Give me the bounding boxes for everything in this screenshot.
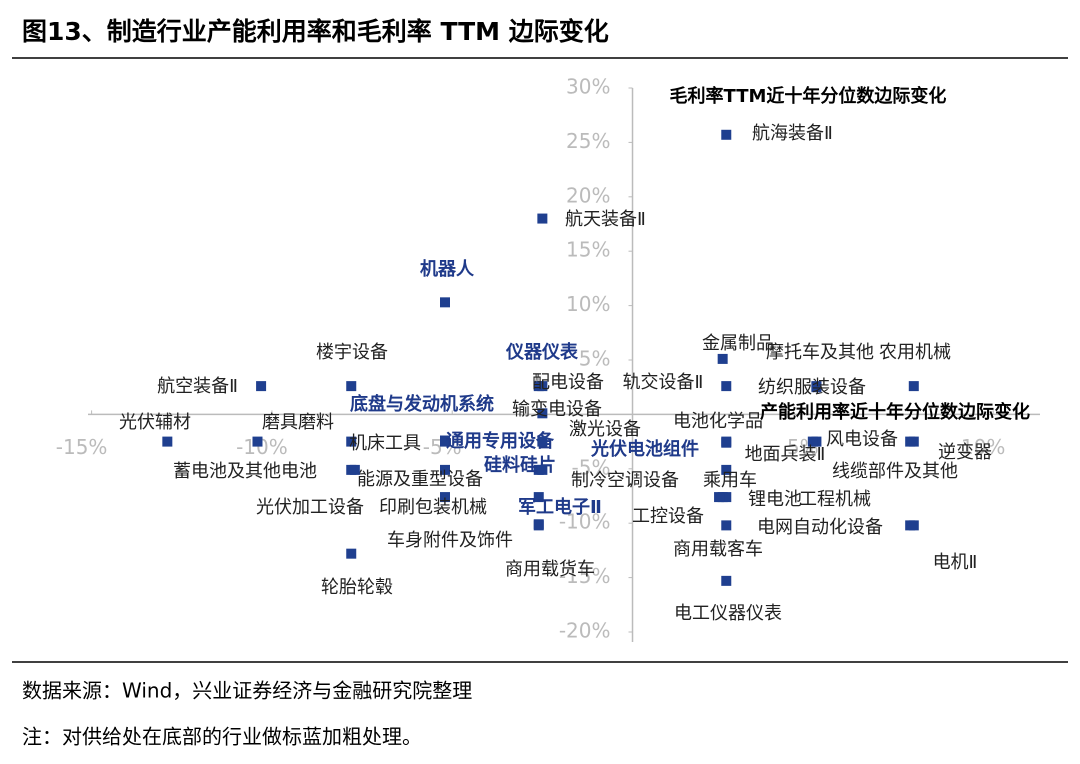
point <box>346 381 357 392</box>
point <box>905 520 916 531</box>
y-tick-label: 25% <box>566 129 610 153</box>
point <box>533 520 544 531</box>
point-label: 锂电池 <box>748 489 802 510</box>
point <box>537 408 548 419</box>
point <box>537 213 548 224</box>
point <box>721 381 732 392</box>
point <box>346 436 357 447</box>
point <box>908 381 919 392</box>
y-tick-label: -20% <box>559 619 611 643</box>
point <box>721 129 732 140</box>
point <box>256 381 267 392</box>
point-label: 光伏电池组件 <box>590 438 699 460</box>
point-label: 印刷包装机械 <box>379 497 487 518</box>
note: 注：对供给处在底部的行业做标蓝加粗处理。 <box>22 725 422 749</box>
point-label: 电工仪器仪表 <box>674 603 782 624</box>
point-label: 摩托车及其他 <box>766 342 874 363</box>
point-label: 电机Ⅱ <box>933 552 978 573</box>
point <box>440 436 450 447</box>
point-label: 航海装备Ⅱ <box>752 123 833 144</box>
point-label: 输变电设备 <box>512 399 602 420</box>
point-label: 纺织服装设备 <box>758 377 866 398</box>
y-tick-label: 20% <box>566 183 610 207</box>
point-label: 航空装备Ⅱ <box>157 376 238 397</box>
point-label: 车身附件及饰件 <box>387 530 513 551</box>
x-tick-label: 10% <box>961 435 1005 459</box>
point <box>714 492 725 503</box>
point-label: 制冷空调设备 <box>571 470 679 491</box>
point <box>162 436 173 447</box>
x-axis-label: 产能利用率近十年分位数边际变化 <box>760 401 1030 423</box>
point <box>905 436 916 447</box>
y-tick-label: 30% <box>566 75 610 99</box>
point-label: 工程机械 <box>799 489 871 510</box>
point-label: 逆变器 <box>938 442 992 463</box>
point-label: 轨交设备Ⅱ <box>623 372 704 393</box>
point <box>533 492 544 503</box>
point <box>721 464 732 475</box>
y-tick-label: 5% <box>579 347 611 371</box>
y-tick-label: 10% <box>566 292 610 316</box>
y-axis-label: 毛利率TTM近十年分位数边际变化 <box>670 85 947 107</box>
point <box>717 353 728 364</box>
point-label: 磨具磨料 <box>262 412 334 433</box>
point-label: 风电设备 <box>826 429 898 450</box>
point-label: 地面兵装Ⅱ <box>745 444 826 465</box>
point-label: 商用载客车 <box>673 539 763 560</box>
x-tick-label: -15% <box>56 435 108 459</box>
y-tick-label: -15% <box>559 564 611 588</box>
point-label: 线缆部件及其他 <box>832 461 958 482</box>
point <box>440 492 450 503</box>
point-label: 机床工具 <box>349 433 421 454</box>
point-label: 电池化学品 <box>673 411 763 432</box>
point-label: 能源及重型设备 <box>357 469 483 490</box>
point <box>721 436 732 447</box>
point-label: 楼宇设备 <box>316 342 388 363</box>
point-label: 光伏加工设备 <box>256 497 364 518</box>
chart-title: 图13、制造行业产能利用率和毛利率 TTM 边际变化 <box>22 17 609 46</box>
point <box>440 297 450 308</box>
point <box>346 548 357 559</box>
point <box>252 436 263 447</box>
point <box>807 436 818 447</box>
point-label: 航天装备Ⅱ <box>565 209 646 230</box>
point-label: 轮胎轮毂 <box>321 577 393 598</box>
point-label: 工控设备 <box>632 506 704 527</box>
point-label: 农用机械 <box>879 342 951 363</box>
point <box>537 381 548 392</box>
point <box>811 382 822 393</box>
point-label: 光伏辅材 <box>119 412 191 433</box>
point-label: 商用载货车 <box>505 559 595 580</box>
y-tick-label: -10% <box>559 510 611 534</box>
point <box>537 464 548 475</box>
point-label: 仪器仪表 <box>505 341 579 363</box>
point <box>349 464 360 475</box>
point-label: 金属制品 <box>702 333 774 354</box>
y-tick-label: 15% <box>566 238 610 262</box>
point <box>721 575 732 586</box>
point-label: 乘用车 <box>703 470 757 491</box>
point <box>721 520 732 531</box>
point <box>440 464 450 475</box>
y-tick-label: -5% <box>572 455 611 479</box>
point-label: 配电设备 <box>532 372 604 393</box>
source: 数据来源：Wind，兴业证券经济与金融研究院整理 <box>22 679 472 703</box>
point-label: 军工电子Ⅱ <box>518 496 602 518</box>
point <box>537 436 548 447</box>
point-label: 电网自动化设备 <box>757 517 883 538</box>
point-label: 激光设备 <box>569 419 641 440</box>
point-label: 通用专用设备 <box>446 430 555 452</box>
point-label: 蓄电池及其他电池 <box>173 461 317 482</box>
point-label: 机器人 <box>420 259 475 280</box>
point-label: 底盘与发动机系统 <box>350 393 494 415</box>
